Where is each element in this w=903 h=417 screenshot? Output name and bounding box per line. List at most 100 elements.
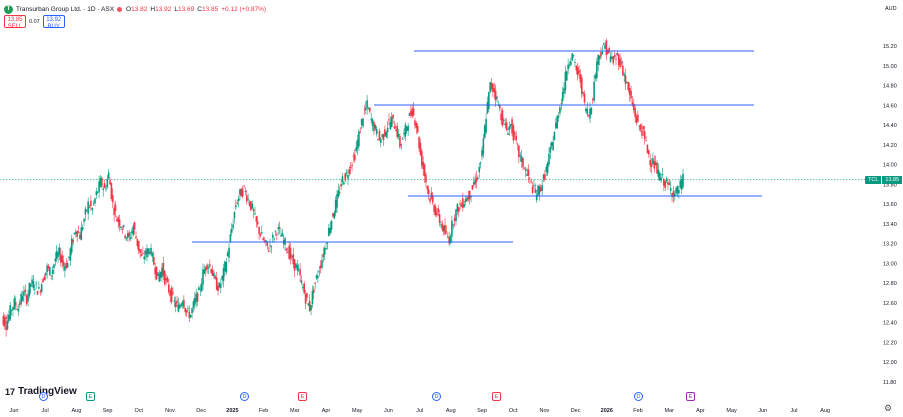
candle-body	[255, 216, 258, 222]
candle-body	[546, 162, 549, 174]
candle-body	[87, 201, 89, 214]
candle-body	[72, 239, 74, 243]
symbol-title[interactable]: Transurban Group Ltd. · 1D · ASX	[16, 5, 115, 13]
candle-body	[617, 54, 620, 66]
gear-icon[interactable]: ⚙	[884, 403, 893, 413]
candle-body	[652, 158, 654, 165]
candle-body	[415, 122, 418, 128]
price-change: +0.12 (+0.87%)	[221, 5, 267, 13]
earnings-marker-icon[interactable]: E	[298, 392, 307, 401]
price-tick-label: 11.80	[883, 380, 896, 386]
candle-body	[265, 240, 267, 242]
candle-body	[362, 118, 364, 127]
candle-body	[84, 208, 87, 215]
candle-body	[533, 185, 535, 187]
dividend-marker-icon[interactable]: D	[432, 392, 441, 401]
candle-body	[492, 83, 494, 92]
earnings-marker-icon[interactable]: E	[86, 392, 95, 401]
candle-body	[338, 192, 341, 194]
candle-body	[423, 164, 426, 177]
candle-body	[564, 71, 567, 91]
candle-body	[40, 284, 43, 292]
candle-body	[251, 203, 254, 209]
candle-body	[77, 231, 80, 233]
candle-body	[206, 264, 208, 270]
candle-body	[527, 169, 530, 176]
candle-body	[68, 256, 70, 258]
earnings-marker-icon[interactable]: E	[686, 392, 695, 401]
candle-body	[427, 189, 430, 194]
candle-body	[24, 289, 27, 293]
candle-body	[189, 315, 192, 318]
candle-body	[12, 307, 14, 310]
candle-body	[291, 256, 293, 257]
candle-body	[259, 233, 262, 236]
sell-button[interactable]: 13.85 SELL	[4, 15, 26, 30]
ohlc-value: 13.69	[177, 5, 195, 13]
buy-button[interactable]: 13.92 BUY	[42, 15, 65, 30]
price-tick-label: 12.00	[883, 360, 897, 366]
candle-body	[441, 223, 444, 230]
dividend-marker-icon[interactable]: D	[634, 392, 643, 401]
earnings-marker-icon[interactable]: E	[492, 392, 501, 401]
candle-body	[451, 220, 453, 237]
symbol-header[interactable]: T Transurban Group Ltd. · 1D · ASX O13.8…	[4, 3, 266, 15]
candle-body	[597, 54, 600, 65]
candle-body	[198, 287, 200, 291]
candle-body	[352, 155, 355, 157]
dividend-marker-icon[interactable]: D	[240, 392, 249, 401]
candle-body	[578, 70, 580, 74]
candle-body	[191, 308, 193, 314]
candle-body	[526, 174, 528, 176]
candle-body	[121, 229, 124, 231]
candle-body	[444, 224, 446, 235]
candle-body	[452, 224, 455, 226]
candle-body	[522, 158, 524, 168]
candle-body	[371, 119, 374, 126]
time-tick-label: 2025	[226, 408, 238, 414]
candle-body	[505, 122, 508, 131]
candle-body	[310, 304, 312, 311]
ohlc-label: C	[197, 5, 202, 13]
trendlines[interactable]	[192, 50, 762, 243]
candle-body	[148, 251, 151, 254]
candle-body	[151, 253, 154, 257]
candle-body	[39, 291, 42, 293]
candle-body	[110, 182, 113, 199]
candle-body	[534, 189, 537, 193]
time-axis[interactable]: Jun Jul Aug Sep Oct Nov Dec 2025 Feb Mar Apr May Jun…	[10, 408, 831, 414]
candle-body	[195, 293, 197, 303]
candle-body	[516, 143, 519, 145]
candle-body	[628, 88, 631, 95]
dividend-marker-icon[interactable]: D	[39, 392, 48, 401]
candles	[2, 38, 684, 337]
market-status-icon[interactable]	[117, 6, 123, 12]
price-axis[interactable]: 15.20 15.00 14.80 14.60 14.40 14.20 14.00 13.80…	[883, 44, 897, 386]
candle-body	[508, 126, 511, 130]
candle-body	[243, 185, 245, 187]
candle-body	[374, 125, 377, 129]
tradingview-mark-icon: 17	[5, 386, 16, 397]
candle-body	[351, 164, 353, 166]
candle-body	[667, 181, 669, 185]
candle-body	[64, 266, 66, 271]
candle-body	[328, 228, 330, 236]
candle-body	[178, 305, 181, 309]
candle-body	[421, 151, 423, 166]
price-tick-label: 12.80	[883, 281, 897, 287]
candle-body	[58, 247, 61, 255]
tradingview-logo[interactable]: 17 TradingView	[5, 386, 77, 397]
candle-body	[518, 145, 520, 158]
candle-body	[620, 61, 623, 64]
currency-label[interactable]: AUD	[885, 6, 897, 12]
candle-body	[660, 177, 662, 181]
candle-body	[53, 264, 55, 269]
candle-body	[477, 178, 479, 179]
buy-price: 13.92	[46, 17, 62, 23]
candle-body	[459, 203, 461, 205]
candle-body	[464, 199, 467, 202]
time-tick-label: Sep	[103, 408, 113, 414]
candle-body	[545, 166, 548, 172]
candle-body	[529, 177, 531, 179]
